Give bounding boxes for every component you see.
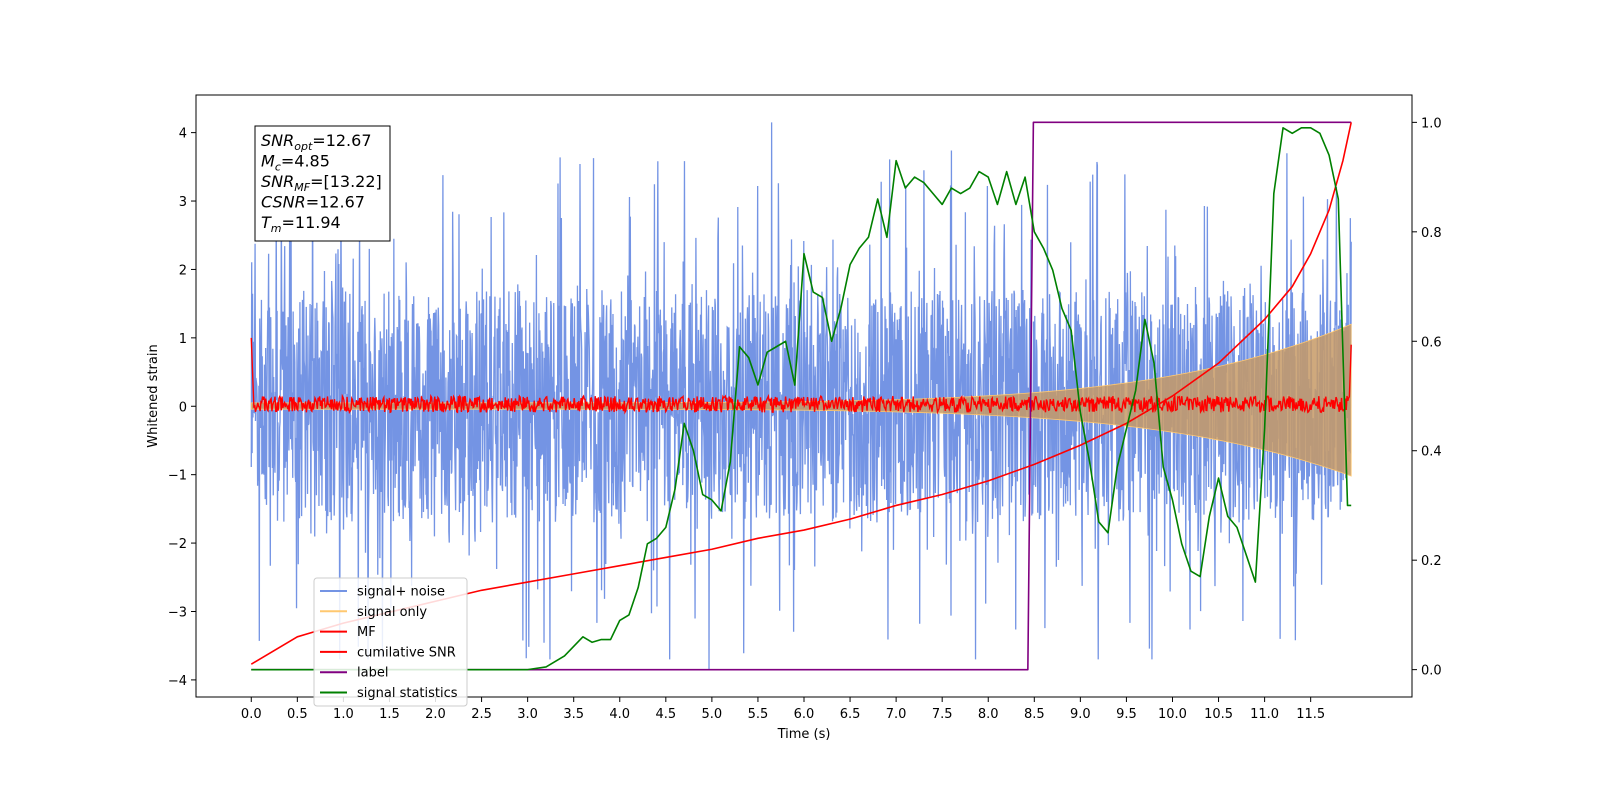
legend-entry-label: MF xyxy=(357,625,376,640)
x-tick-label: 3.0 xyxy=(517,707,538,722)
legend-entry-label: signal only xyxy=(357,605,427,620)
x-axis-label: Time (s) xyxy=(777,727,831,742)
y-left-tick-label: −1 xyxy=(168,469,187,484)
x-tick-label: 4.0 xyxy=(609,707,630,722)
x-tick-label: 8.5 xyxy=(1024,707,1045,722)
info-line: CSNR=12.67 xyxy=(261,193,365,212)
y-right-tick-label: 0.4 xyxy=(1421,445,1442,460)
x-tick-label: 9.0 xyxy=(1070,707,1091,722)
x-tick-label: 6.0 xyxy=(794,707,815,722)
x-axis-ticks: 0.0 0.5 1.0 1.5 2.0 2.5 3.0 3.5 4.0 4.5 5.0 5.5 6.0 6… xyxy=(241,697,1325,722)
x-tick-label: 7.5 xyxy=(932,707,953,722)
x-tick-label: 0.0 xyxy=(241,707,262,722)
series-mf xyxy=(250,337,1352,415)
x-tick-label: 1.5 xyxy=(379,707,400,722)
y-right-tick-label: 1.0 xyxy=(1421,116,1442,131)
x-tick-label: 10.5 xyxy=(1204,707,1233,722)
x-tick-label: 5.5 xyxy=(748,707,769,722)
x-tick-label: 1.0 xyxy=(333,707,354,722)
info-line: SNRopt=12.67 xyxy=(261,131,372,153)
y-axis-left-ticks: −4 −3 −2 −1 0 1 2 3 4 xyxy=(168,127,196,689)
legend: signal+ noise signal only MF cumilative SNR… xyxy=(313,577,468,707)
y-right-tick-label: 0.6 xyxy=(1421,335,1442,350)
x-tick-label: 2.5 xyxy=(471,707,492,722)
y-right-tick-label: 0.8 xyxy=(1421,226,1442,241)
series-label xyxy=(251,121,1352,671)
y-left-tick-label: −2 xyxy=(168,537,187,552)
y-right-tick-label: 0.0 xyxy=(1421,664,1442,679)
y-left-tick-label: 3 xyxy=(179,195,187,210)
legend-frame xyxy=(313,577,468,707)
x-tick-label: 7.0 xyxy=(886,707,907,722)
y-axis-label: Whitened strain xyxy=(146,344,161,447)
x-tick-label: 8.0 xyxy=(978,707,999,722)
legend-entry-label: cumilative SNR xyxy=(357,645,456,660)
x-tick-label: 11.5 xyxy=(1296,707,1325,722)
series-signal-statistics xyxy=(251,127,1352,671)
y-left-tick-label: 2 xyxy=(179,263,187,278)
legend-entry-label: signal+ noise xyxy=(357,585,445,600)
x-tick-label: 0.5 xyxy=(287,707,308,722)
plot-area xyxy=(250,121,1352,671)
x-tick-label: 11.0 xyxy=(1250,707,1279,722)
x-tick-label: 2.0 xyxy=(425,707,446,722)
x-tick-label: 9.5 xyxy=(1116,707,1137,722)
legend-entry-label: signal statistics xyxy=(357,686,458,701)
y-left-tick-label: −4 xyxy=(168,674,187,689)
x-tick-label: 4.5 xyxy=(655,707,676,722)
info-line: SNRMF=[13.22] xyxy=(261,172,382,194)
y-left-tick-label: 1 xyxy=(179,332,187,347)
snr-info-box: SNRopt=12.67Mc=4.85SNRMF=[13.22]CSNR=12.… xyxy=(254,125,391,242)
y-left-tick-label: 4 xyxy=(179,127,187,142)
legend-entry-label: label xyxy=(357,666,388,681)
y-left-tick-label: −3 xyxy=(168,605,187,620)
x-tick-label: 3.5 xyxy=(563,707,584,722)
y-axis-right-ticks: 0.0 0.2 0.4 0.6 0.8 1.0 xyxy=(1412,116,1442,679)
info-line: Tm=11.94 xyxy=(261,213,341,235)
x-tick-label: 10.0 xyxy=(1158,707,1187,722)
y-right-tick-label: 0.2 xyxy=(1421,554,1442,569)
x-tick-label: 5.0 xyxy=(702,707,723,722)
info-line: Mc=4.85 xyxy=(261,152,330,174)
y-left-tick-label: 0 xyxy=(179,400,187,415)
x-tick-label: 6.5 xyxy=(840,707,861,722)
info-box-frame xyxy=(254,125,391,242)
